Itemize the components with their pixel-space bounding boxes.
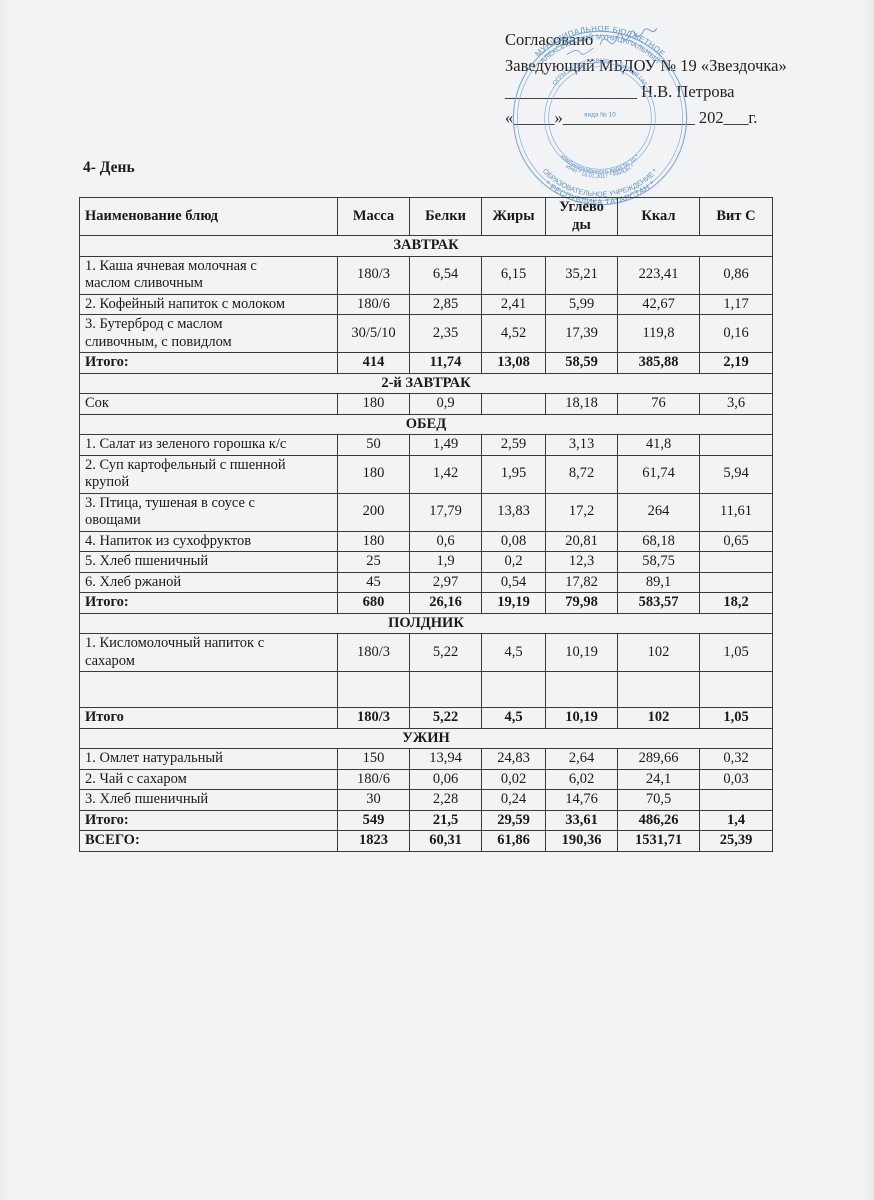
- svg-text:вида № 10: вида № 10: [584, 112, 616, 119]
- svg-text:ОГРН 1021607758169 * «Детский: ОГРН 1021607758169 * «Детский сад: [552, 59, 648, 87]
